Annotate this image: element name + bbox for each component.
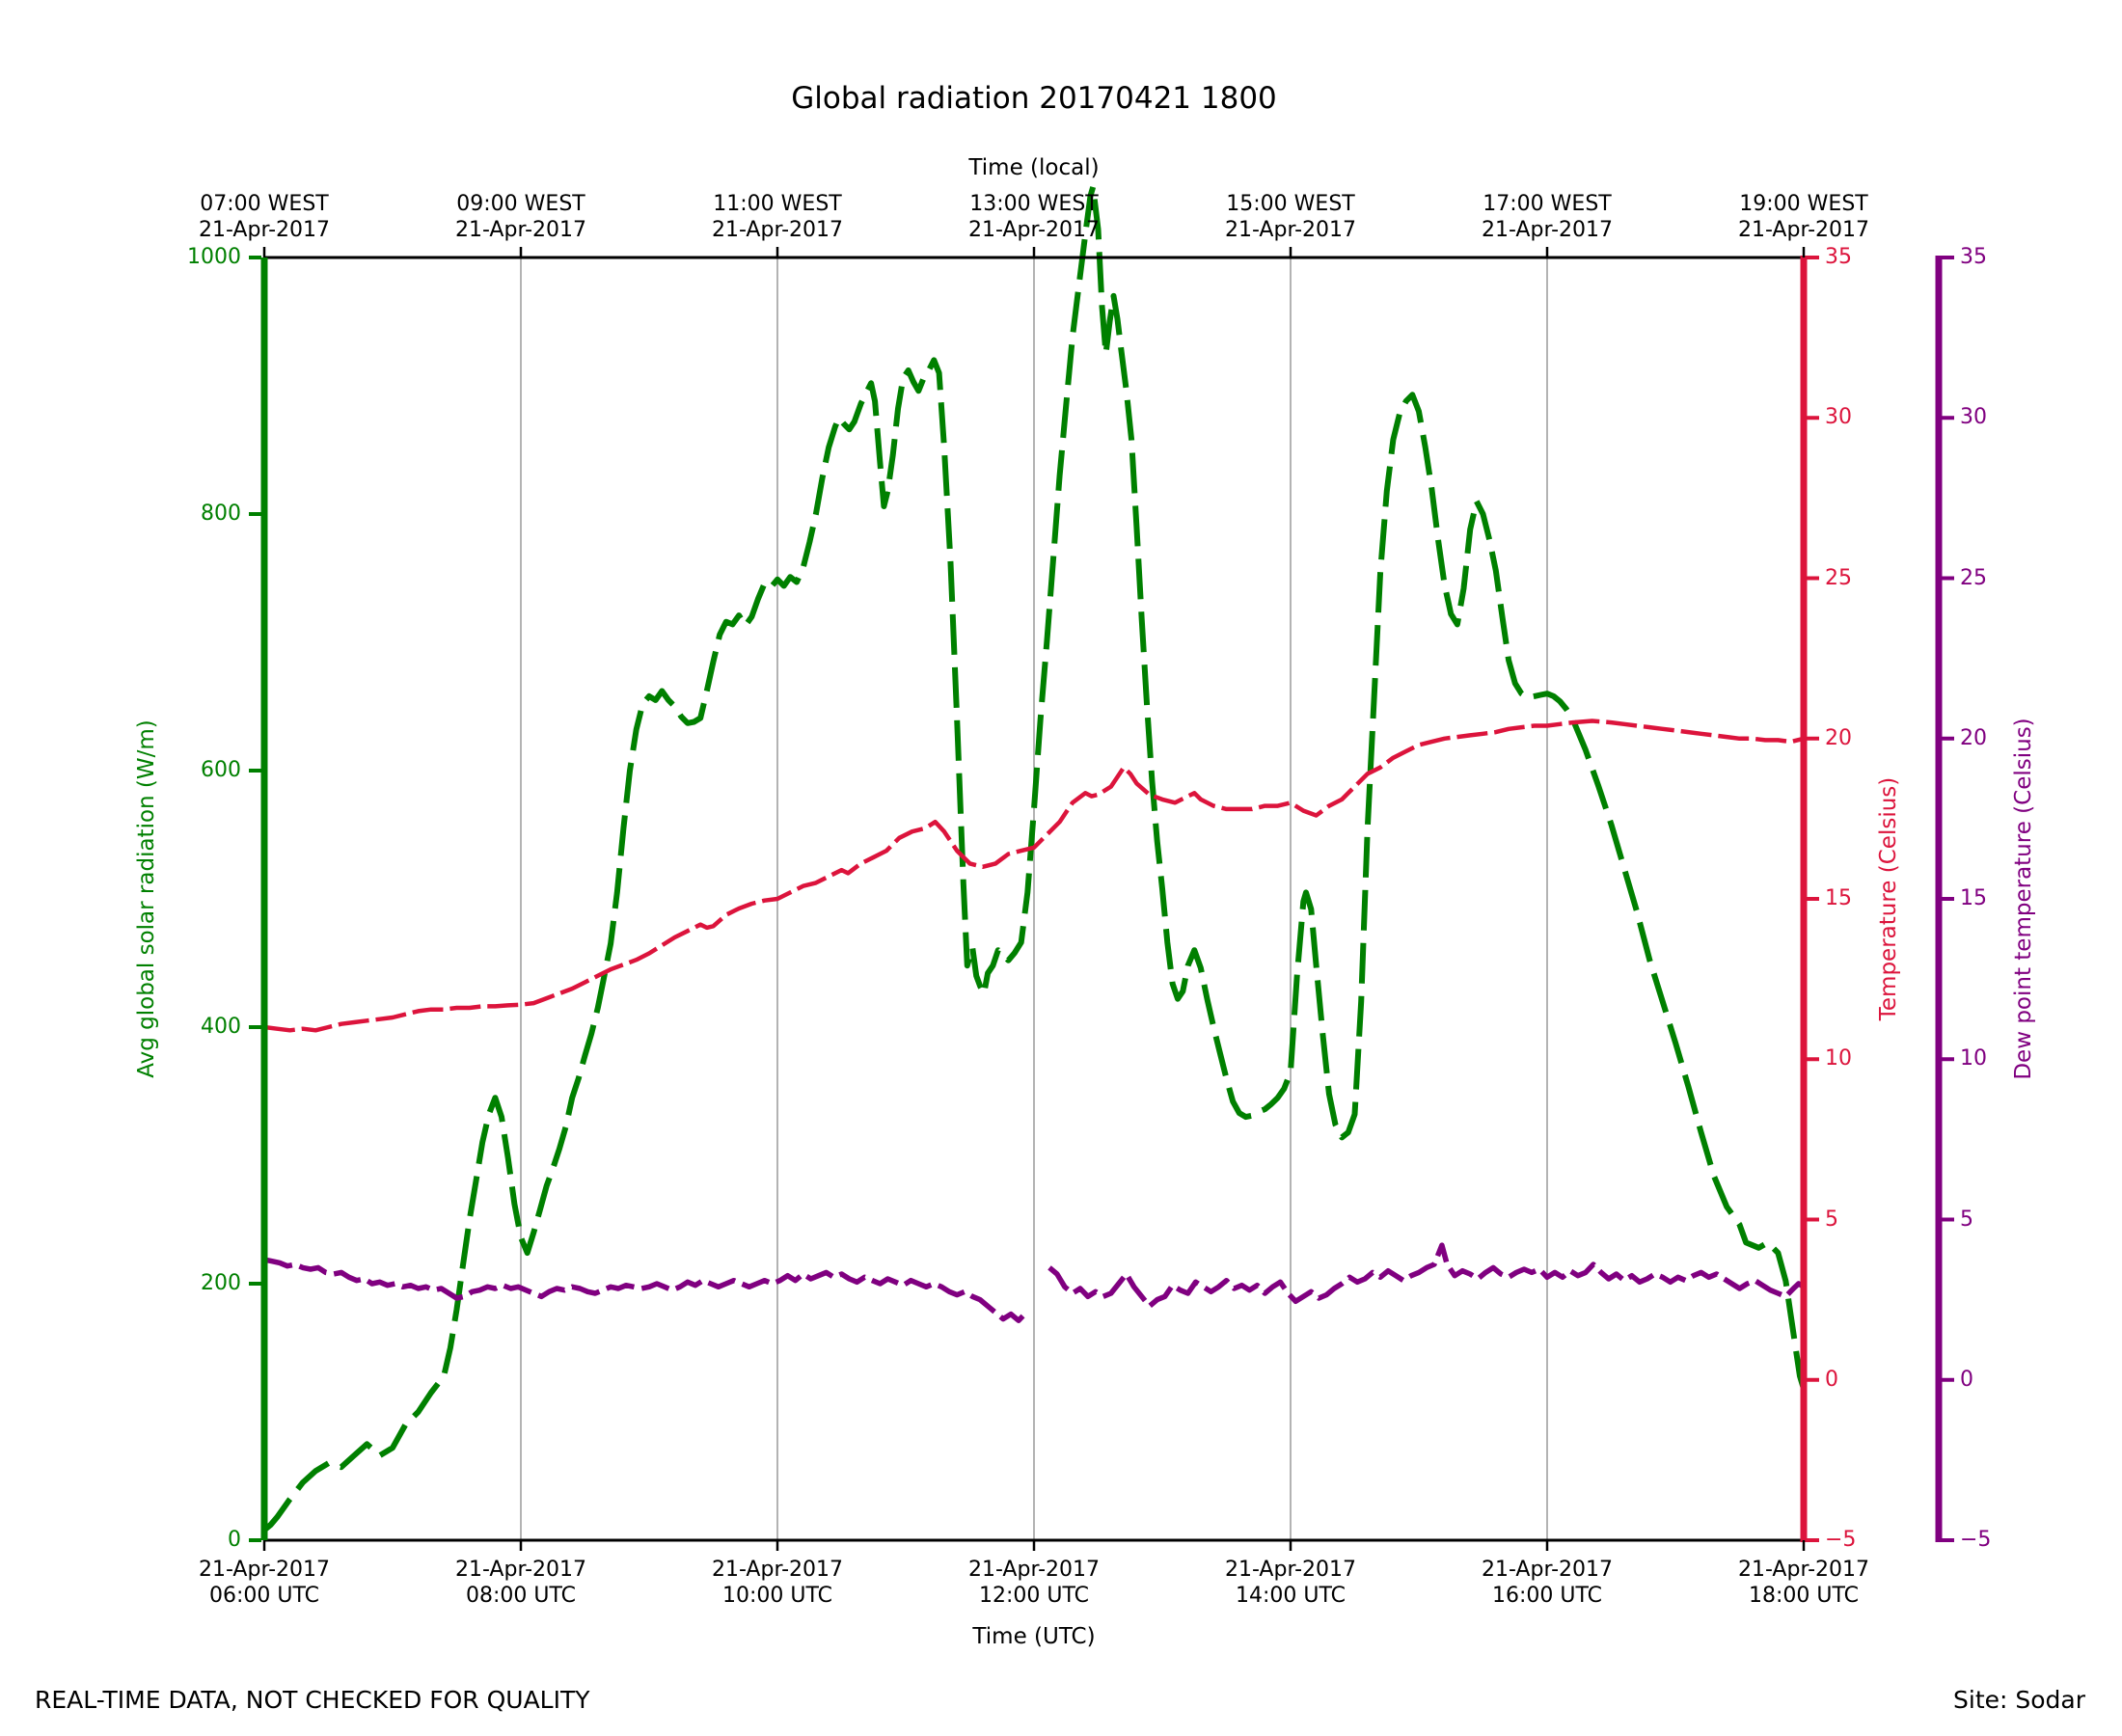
bottom-tick-label: 21-Apr-2017 10:00 UTC [712, 1557, 843, 1609]
bottom-tick-date: 21-Apr-2017 [1224, 1558, 1357, 1582]
top-tick-label: 17:00 WEST 21-Apr-2017 [1482, 191, 1613, 243]
bottom-tick-label: 21-Apr-2017 06:00 UTC [199, 1557, 330, 1609]
right-temperature-tick-label: 5 [1825, 1207, 1838, 1232]
right-temperature-tick-label: 30 [1825, 405, 1852, 430]
right-temperature-axis-label: Temperature (Celsius) [1876, 776, 1901, 1021]
top-tick-time: 15:00 WEST [1226, 192, 1355, 216]
right-temperature-tick-label: 25 [1825, 565, 1852, 590]
top-tick-time: 17:00 WEST [1483, 192, 1612, 216]
bottom-tick-label: 21-Apr-2017 18:00 UTC [1738, 1557, 1869, 1609]
top-tick-label: 09:00 WEST 21-Apr-2017 [455, 191, 586, 243]
series-temperature [263, 719, 1805, 1033]
bottom-tick-date: 21-Apr-2017 [967, 1558, 1101, 1582]
right-temperature-tick-label: 20 [1825, 725, 1852, 750]
bottom-tick-time: 10:00 UTC [721, 1584, 832, 1608]
right-dewpoint-axis-label: Dew point temperature (Celsius) [2011, 718, 2036, 1080]
right-dewpoint-tick-label: −5 [1960, 1528, 1992, 1552]
bottom-tick-label: 21-Apr-2017 16:00 UTC [1482, 1557, 1613, 1609]
top-tick-time: 13:00 WEST [969, 192, 1099, 216]
quality-disclaimer: REAL-TIME DATA, NOT CHECKED FOR QUALITY [35, 1686, 590, 1714]
axis-tick-marks [249, 247, 1954, 1551]
top-tick-date: 21-Apr-2017 [967, 218, 1101, 242]
right-temperature-tick-label: 0 [1825, 1367, 1838, 1392]
left-tick-label: 0 [228, 1528, 241, 1552]
chart-title: Global radiation 20170421 1800 [791, 81, 1277, 116]
series-solar [262, 183, 1807, 1533]
series-dewpoint [263, 1242, 1806, 1323]
top-tick-date: 21-Apr-2017 [1737, 218, 1870, 242]
bottom-axis-label: Time (UTC) [972, 1624, 1096, 1649]
site-label: Site: Sodar [1953, 1686, 2085, 1714]
top-axis-label: Time (local) [968, 155, 1100, 180]
left-tick-label: 600 [201, 758, 241, 782]
right-dewpoint-tick-label: 15 [1960, 886, 1987, 910]
right-dewpoint-tick-label: 0 [1960, 1367, 1973, 1392]
top-tick-date: 21-Apr-2017 [711, 218, 844, 242]
bottom-tick-time: 12:00 UTC [978, 1584, 1089, 1608]
top-tick-date: 21-Apr-2017 [454, 218, 587, 242]
bottom-tick-label: 21-Apr-2017 14:00 UTC [1225, 1557, 1356, 1609]
right-temperature-tick-label: −5 [1825, 1528, 1857, 1552]
bottom-tick-time: 08:00 UTC [465, 1584, 576, 1608]
top-tick-date: 21-Apr-2017 [198, 218, 331, 242]
left-tick-label: 200 [201, 1271, 241, 1295]
top-tick-label: 13:00 WEST 21-Apr-2017 [968, 191, 1100, 243]
axis-spines [260, 256, 1943, 1542]
bottom-tick-date: 21-Apr-2017 [1481, 1558, 1614, 1582]
top-tick-label: 15:00 WEST 21-Apr-2017 [1225, 191, 1356, 243]
top-tick-label: 07:00 WEST 21-Apr-2017 [199, 191, 330, 243]
top-tick-time: 07:00 WEST [200, 192, 329, 216]
right-dewpoint-tick-label: 5 [1960, 1207, 1973, 1232]
right-dewpoint-tick-label: 10 [1960, 1046, 1987, 1071]
top-tick-time: 09:00 WEST [456, 192, 585, 216]
bottom-tick-date: 21-Apr-2017 [198, 1558, 331, 1582]
bottom-tick-date: 21-Apr-2017 [711, 1558, 844, 1582]
top-tick-label: 11:00 WEST 21-Apr-2017 [712, 191, 843, 243]
top-tick-label: 19:00 WEST 21-Apr-2017 [1738, 191, 1869, 243]
right-dewpoint-tick-label: 25 [1960, 565, 1987, 590]
right-dewpoint-tick-label: 20 [1960, 725, 1987, 750]
gridlines [520, 258, 1548, 1540]
bottom-tick-label: 21-Apr-2017 12:00 UTC [968, 1557, 1100, 1609]
top-tick-time: 19:00 WEST [1739, 192, 1868, 216]
top-tick-date: 21-Apr-2017 [1224, 218, 1357, 242]
top-tick-time: 11:00 WEST [713, 192, 842, 216]
bottom-tick-date: 21-Apr-2017 [1737, 1558, 1870, 1582]
bottom-tick-label: 21-Apr-2017 08:00 UTC [455, 1557, 586, 1609]
right-temperature-tick-label: 10 [1825, 1046, 1852, 1071]
right-dewpoint-tick-label: 30 [1960, 405, 1987, 430]
left-tick-label: 800 [201, 502, 241, 526]
bottom-tick-date: 21-Apr-2017 [454, 1558, 587, 1582]
bottom-tick-time: 16:00 UTC [1491, 1584, 1602, 1608]
bottom-tick-time: 06:00 UTC [208, 1584, 319, 1608]
bottom-tick-time: 18:00 UTC [1748, 1584, 1859, 1608]
bottom-tick-time: 14:00 UTC [1235, 1584, 1346, 1608]
left-tick-label: 1000 [187, 245, 241, 269]
data-series [262, 183, 1807, 1533]
right-dewpoint-tick-label: 35 [1960, 245, 1987, 269]
right-temperature-tick-label: 15 [1825, 886, 1852, 910]
right-temperature-tick-label: 35 [1825, 245, 1852, 269]
left-tick-label: 400 [201, 1015, 241, 1039]
top-tick-date: 21-Apr-2017 [1481, 218, 1614, 242]
